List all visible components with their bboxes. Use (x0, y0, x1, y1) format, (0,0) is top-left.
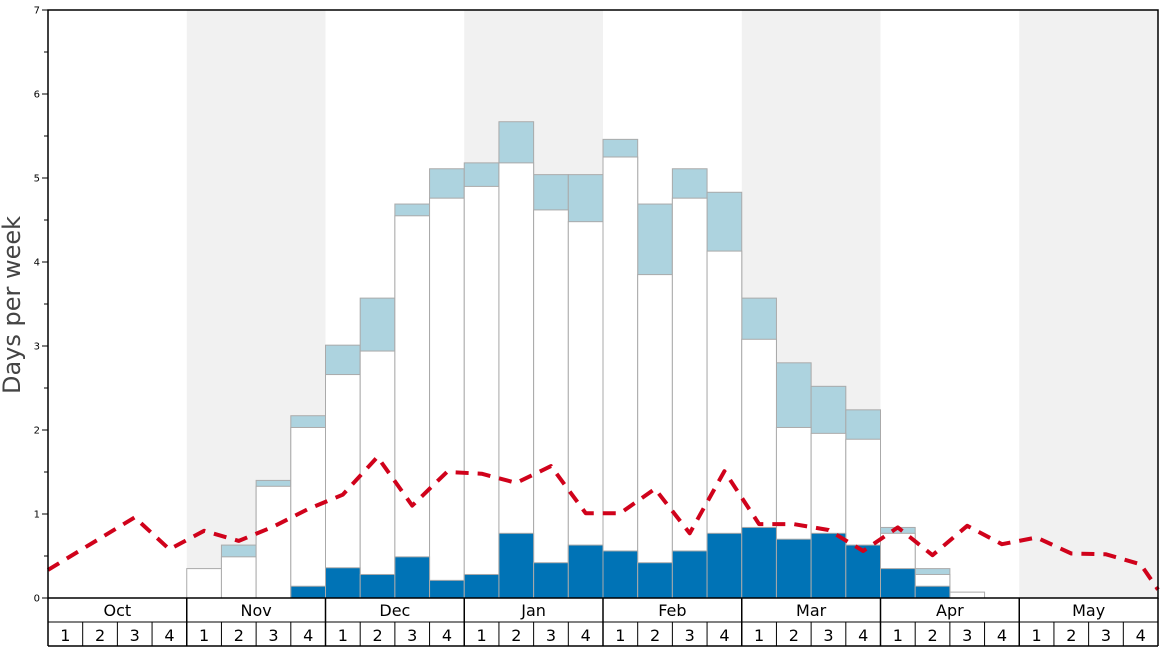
white-bar-nov-1 (186, 568, 222, 599)
dark-bar-dec-1 (325, 567, 361, 599)
month-label-may: May (1072, 601, 1105, 620)
week-label: 1 (477, 626, 487, 645)
white-bar-feb-1 (602, 156, 639, 599)
dashed-line (46, 454, 1160, 591)
week-label: 3 (962, 626, 972, 645)
y-tick-label: 7 (34, 6, 40, 17)
week-label: 2 (511, 626, 521, 645)
dark-bar-jan-1 (463, 573, 500, 599)
white-bar-dec-3 (394, 215, 431, 599)
dark-bar-dec-2 (359, 573, 396, 599)
dashed-line-series (46, 454, 1160, 591)
dark-bar-apr-1 (880, 568, 916, 599)
week-label: 2 (95, 626, 105, 645)
month-label-apr: Apr (936, 601, 964, 620)
dark-bar-feb-4 (706, 532, 743, 599)
week-label: 4 (442, 626, 452, 645)
y-tick-label: 4 (34, 258, 40, 269)
month-label-feb: Feb (658, 601, 686, 620)
month-label-mar: Mar (796, 601, 827, 620)
dark-bar-jan-4 (567, 544, 604, 599)
y-axis-label: Days per week (0, 216, 26, 394)
white-bar-dec-4 (429, 197, 465, 599)
y-tick-label: 3 (34, 342, 40, 353)
week-label: 4 (719, 626, 729, 645)
white-bar-dec-2 (359, 350, 396, 599)
dark-bar-feb-1 (602, 550, 639, 599)
week-label: 2 (1066, 626, 1076, 645)
white-bar-nov-3 (255, 485, 292, 599)
y-axis-ticks: 0 1 2 3 4 5 6 7 (34, 6, 48, 605)
week-label: 4 (1136, 626, 1146, 645)
week-label: 2 (650, 626, 660, 645)
week-label: 3 (268, 626, 278, 645)
white-bar-feb-3 (671, 197, 708, 599)
white-bar-nov-2 (220, 556, 257, 599)
x-axis-month-week-table: Oct Nov Dec Jan Feb Mar Apr May 1 2 3 4 1 2 3 4 1 2 3 4 1 2 3 4… (47, 598, 1159, 647)
week-label: 3 (1101, 626, 1111, 645)
white-bar-feb-2 (637, 274, 673, 599)
month-label-oct: Oct (104, 601, 132, 620)
y-tick-label: 0 (34, 594, 40, 605)
dark-bar-mar-3 (810, 532, 847, 599)
y-tick-label: 6 (34, 90, 40, 101)
dark-bar-nov-4 (290, 585, 326, 599)
dark-bar-series (290, 526, 951, 599)
week-label: 2 (372, 626, 382, 645)
week-label: 3 (546, 626, 556, 645)
week-label: 3 (685, 626, 695, 645)
week-label: 1 (754, 626, 764, 645)
white-bar-apr-3 (949, 591, 986, 599)
week-label: 1 (338, 626, 348, 645)
white-bar-jan-4 (567, 221, 604, 599)
dark-bar-feb-2 (637, 562, 673, 599)
y-tick-label: 5 (34, 174, 40, 185)
week-label: 1 (615, 626, 625, 645)
dark-bar-apr-2 (914, 585, 951, 599)
white-bar-jan-3 (533, 209, 569, 599)
month-label-nov: Nov (241, 601, 272, 620)
week-label: 3 (823, 626, 833, 645)
dark-bar-jan-2 (498, 532, 535, 599)
week-label: 4 (303, 626, 313, 645)
week-label: 3 (407, 626, 417, 645)
white-bar-dec-1 (325, 374, 361, 599)
y-tick-label: 1 (34, 510, 40, 521)
week-label: 4 (997, 626, 1007, 645)
white-bar-jan-1 (463, 185, 500, 599)
dark-bar-mar-1 (741, 526, 777, 599)
dark-bar-jan-3 (533, 562, 569, 599)
dark-bar-mar-4 (845, 544, 881, 599)
week-label: 4 (858, 626, 868, 645)
month-shade-may (1019, 10, 1158, 598)
week-label: 2 (234, 626, 244, 645)
dark-bar-mar-2 (775, 538, 812, 599)
white-bar-jan-2 (498, 162, 535, 599)
dark-bar-feb-3 (671, 550, 708, 599)
white-bar-nov-4 (290, 426, 326, 599)
dark-bar-dec-3 (394, 556, 431, 599)
week-label: 2 (927, 626, 937, 645)
month-label-dec: Dec (379, 601, 410, 620)
week-label: 3 (130, 626, 140, 645)
week-label: 2 (789, 626, 799, 645)
dark-bar-dec-4 (429, 579, 465, 599)
week-label: 1 (893, 626, 903, 645)
week-label: 4 (164, 626, 174, 645)
week-label: 1 (199, 626, 209, 645)
month-label-jan: Jan (520, 601, 546, 620)
week-label: 4 (581, 626, 591, 645)
y-tick-label: 2 (34, 426, 40, 437)
week-label: 1 (1032, 626, 1042, 645)
week-label: 1 (60, 626, 70, 645)
